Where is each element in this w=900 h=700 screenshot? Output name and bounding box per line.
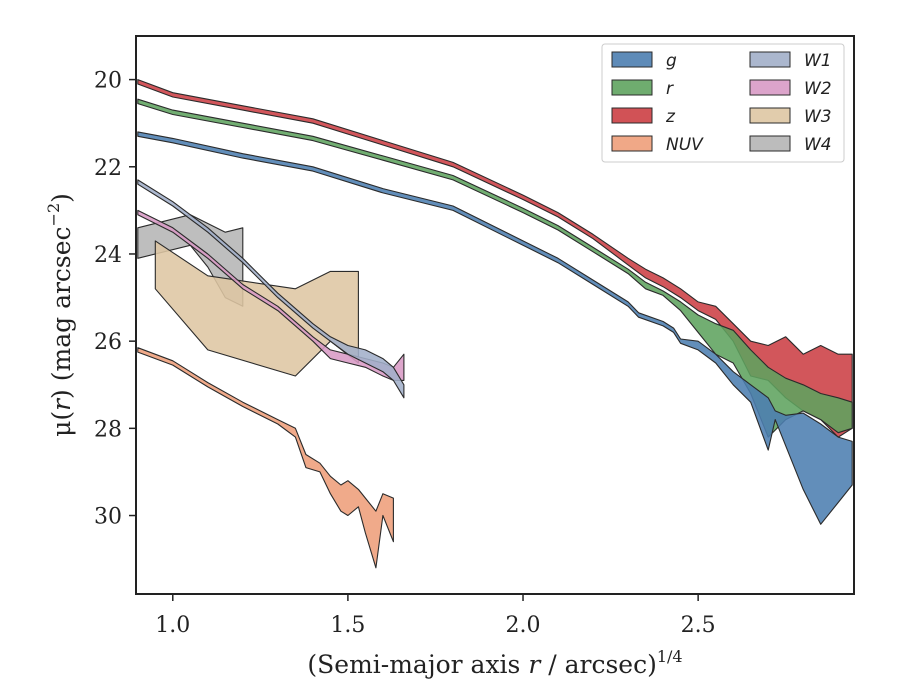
- legend-label-w3: W3: [804, 107, 832, 127]
- legend-swatch-w3: [749, 107, 791, 124]
- legend-frame: [601, 43, 845, 163]
- legend-swatch-w1: [749, 51, 791, 68]
- y-axis: 20 22 24 26 28 30: [94, 69, 136, 530]
- legend: grz NUV W1 W2 W3 W4: [601, 43, 845, 163]
- legend-swatch-g: [611, 51, 653, 68]
- band-w2: [137, 209, 405, 381]
- band-r: [137, 98, 853, 438]
- legend-label-nuv: NUV: [666, 135, 704, 155]
- legend-swatch-w4: [749, 135, 791, 152]
- band-nuv: [137, 347, 394, 569]
- legend-label-w4: W4: [804, 135, 832, 155]
- legend-swatch-r: [611, 79, 653, 96]
- band-w1: [137, 179, 405, 399]
- legend-swatch-nuv: [611, 135, 653, 152]
- x-tick-label: 2.0: [506, 613, 541, 638]
- y-tick-label: 24: [94, 243, 122, 268]
- plot-frame: [135, 35, 855, 595]
- legend-label-g: g: [666, 51, 677, 71]
- legend-label-w1: W1: [804, 51, 832, 71]
- x-axis: 1.0 1.5 2.0 2.5: [155, 594, 716, 638]
- legend-label-w2: W2: [804, 79, 832, 99]
- y-axis-label: μ(r) (mag arcsec−2): [44, 193, 76, 437]
- band-g: [137, 131, 853, 525]
- y-tick-label: 20: [94, 69, 122, 94]
- x-tick-label: 1.5: [330, 613, 365, 638]
- legend-swatch-z: [611, 107, 653, 124]
- y-tick-label: 26: [94, 330, 122, 355]
- y-tick-label: 30: [94, 505, 122, 530]
- legend-label-z: z: [665, 107, 676, 127]
- band-layer: [137, 79, 853, 569]
- y-tick-label: 28: [94, 417, 122, 442]
- legend-swatch-w2: [749, 79, 791, 96]
- x-tick-label: 1.0: [155, 613, 190, 638]
- legend-label-r: r: [666, 79, 674, 99]
- y-tick-label: 22: [94, 156, 122, 181]
- x-tick-label: 2.5: [681, 613, 716, 638]
- x-axis-label: (Semi-major axis r / arcsec)1/4: [307, 647, 682, 679]
